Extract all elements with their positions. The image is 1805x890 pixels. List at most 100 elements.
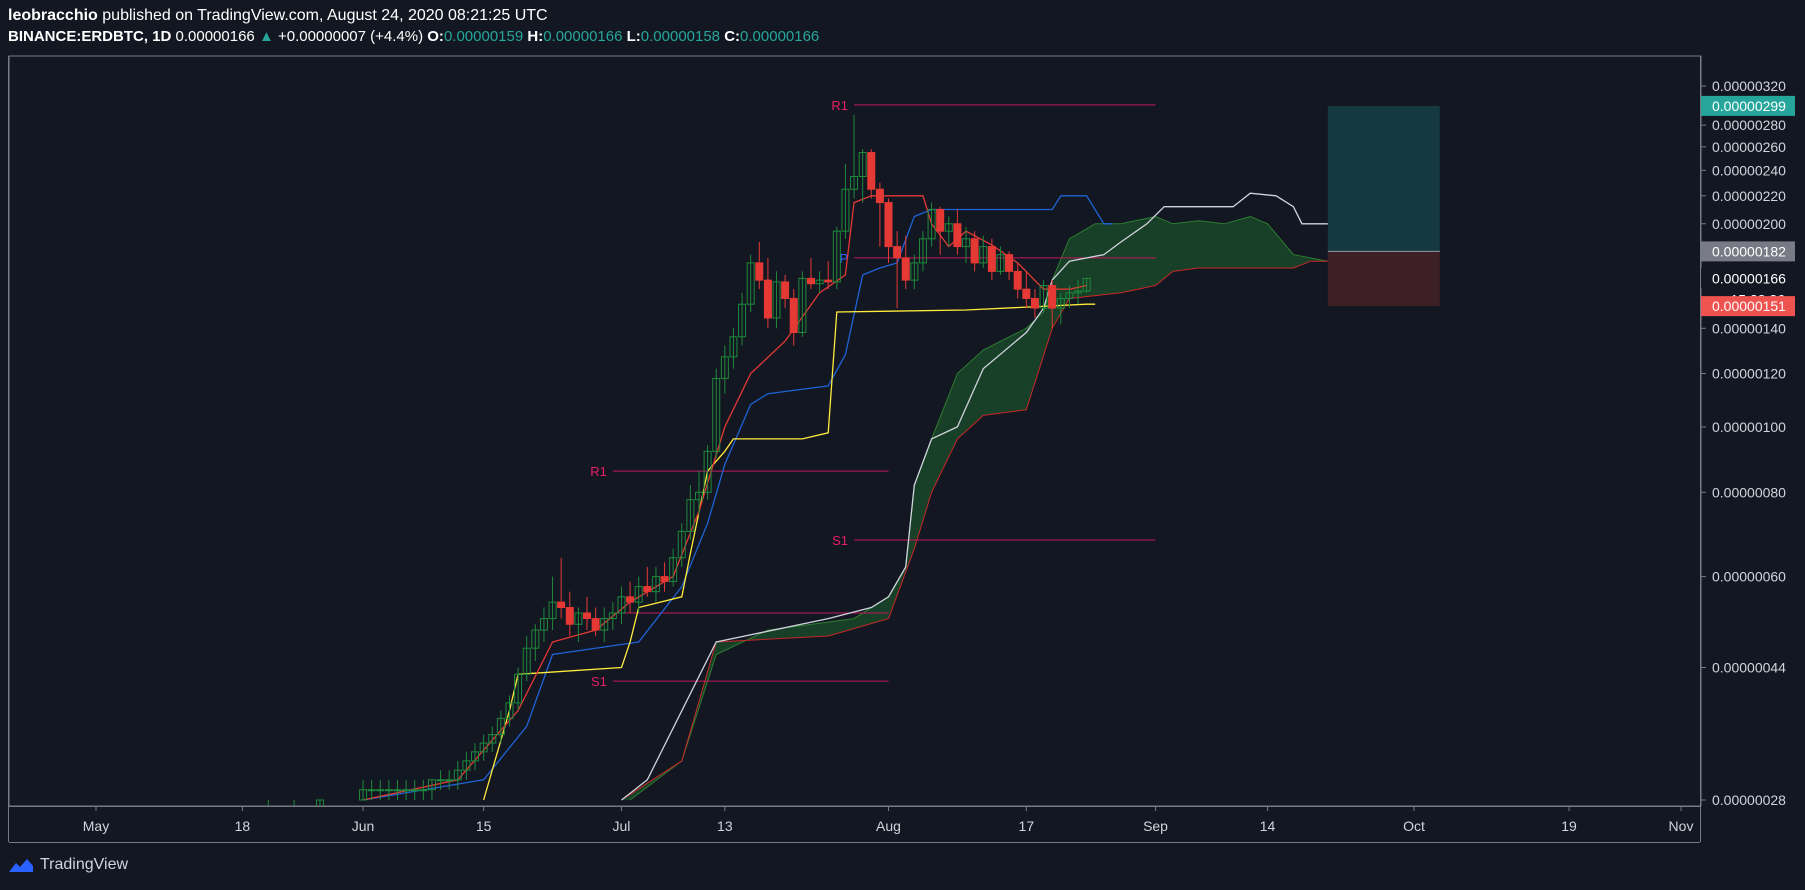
candle-body-3: [359, 789, 368, 801]
candle-body-85: [1065, 292, 1074, 299]
candle-body-49: [755, 262, 764, 281]
candle-body-39: [669, 557, 678, 583]
time-tick-label-7: 17: [1019, 818, 1035, 834]
candle-body-73: [962, 238, 971, 248]
candle-body-75: [979, 246, 988, 264]
candle-body-74: [970, 238, 979, 264]
candle-body-25: [548, 601, 557, 620]
candle-body-67: [910, 262, 919, 281]
tradingview-logo-icon[interactable]: [8, 857, 34, 873]
candle-body-81: [1030, 297, 1039, 309]
candle-body-54: [798, 277, 807, 334]
candle-body-38: [660, 576, 669, 583]
price-tick-label-3: 0.00000240: [1712, 162, 1786, 178]
candle-body-62: [867, 152, 876, 190]
candle-body-53: [789, 297, 798, 334]
candle-body-17: [479, 742, 488, 753]
plot-area: [8, 55, 1702, 807]
close-value: 0.00000166: [740, 28, 820, 45]
candle-body-57: [824, 279, 833, 283]
candle-body-52: [781, 281, 790, 299]
candle-body-13: [445, 779, 454, 782]
price-tick-label-0: 0.00000320: [1712, 78, 1786, 94]
candle-body-58: [832, 230, 841, 283]
candle-body-87: [1082, 277, 1091, 292]
time-axis[interactable]: May 18 Jun 15 Jul 13 Aug 17 Sep 14 Oct 19 Nov: [83, 806, 1694, 834]
candle-body-30: [591, 618, 600, 631]
candle-body-33: [617, 596, 626, 614]
candle-body-44: [712, 377, 721, 452]
pivot-label-1: P: [839, 251, 848, 266]
candle-body-15: [462, 760, 471, 771]
high-value: 0.00000166: [543, 28, 623, 45]
brand-name[interactable]: TradingView: [40, 856, 129, 873]
price-change: +0.00000007 (+4.4%): [277, 28, 424, 45]
candle-body-11: [427, 779, 436, 791]
price-tick-label-4: 0.00000220: [1712, 188, 1786, 204]
candle-body-66: [901, 257, 910, 281]
candle-body-69: [927, 208, 936, 240]
candle-body-68: [918, 238, 927, 264]
candle-body-60: [850, 175, 859, 190]
candle-body-35: [634, 586, 643, 603]
candle-body-46: [729, 336, 738, 358]
open-value: 0.00000159: [443, 28, 524, 45]
time-tick-label-4: Jul: [613, 818, 631, 834]
candle-body-72: [953, 223, 962, 248]
candle-body-59: [841, 188, 850, 232]
time-tick-label-3: 15: [476, 818, 492, 834]
price-label-bg-stop: [1701, 296, 1795, 317]
time-tick-label-12: Nov: [1669, 818, 1694, 834]
price-axis[interactable]: 0.00000320 0.00000280 0.00000260 0.00000240…: [1701, 78, 1795, 808]
candle-body-8: [402, 789, 411, 792]
candle-body-7: [393, 789, 402, 792]
candle-body-83: [1048, 285, 1057, 309]
candle-body-82: [1039, 285, 1048, 309]
candle-body-78: [1005, 254, 1014, 272]
low-value: 0.00000158: [640, 28, 721, 45]
candle-body-61: [858, 152, 867, 177]
candle-body-40: [677, 530, 686, 559]
candle-body-31: [600, 618, 609, 631]
last-price: 0.00000166: [175, 28, 255, 45]
time-tick-label-9: 14: [1260, 818, 1276, 834]
candle-body-1: [291, 811, 298, 812]
candle-body-12: [436, 779, 445, 782]
candle-body-19: [496, 717, 505, 736]
candle-body-4: [367, 789, 376, 792]
candle-body-34: [626, 596, 635, 603]
pivot-label-2: S1: [832, 533, 848, 548]
candle-body-84: [1056, 297, 1065, 309]
candle-body-5: [376, 789, 385, 792]
candle-body-16: [471, 751, 480, 762]
candle-body-76: [987, 246, 996, 272]
senkou-span-b-line: [621, 260, 1328, 801]
price-label-bg-target: [1701, 95, 1795, 116]
candle-body-41: [686, 499, 695, 532]
author-name[interactable]: leobracchio: [8, 7, 98, 24]
candle-body-47: [738, 303, 747, 338]
price-tick-label-7: 0.00000140: [1712, 320, 1786, 336]
pivot-label-3: R1: [590, 464, 607, 479]
candle-body-86: [1074, 290, 1083, 294]
candle-body-71: [944, 223, 953, 232]
candle-body-29: [583, 612, 592, 620]
candle-body-70: [936, 208, 945, 232]
candle-body-65: [893, 246, 902, 259]
candle-body-79: [1013, 270, 1022, 290]
price-tick-label-13: 0.00000028: [1712, 792, 1786, 808]
candle-body-55: [806, 277, 815, 285]
close-label: C:: [724, 28, 741, 45]
plot-layer: R1 P S1 R1 S1: [265, 98, 1440, 812]
open-label: O:: [427, 28, 444, 45]
candle-body-36: [643, 586, 652, 593]
price-label-target: 0.00000299: [1712, 98, 1786, 114]
candle-body-26: [557, 601, 566, 609]
symbol-label[interactable]: BINANCE:ERDBTC, 1D: [8, 28, 172, 45]
price-label-bg-last: [1701, 268, 1795, 289]
candle-body-0: [265, 811, 272, 812]
high-label: H:: [527, 28, 544, 45]
price-tick-label-2: 0.00000260: [1712, 139, 1786, 155]
candle-body-28: [574, 612, 583, 625]
